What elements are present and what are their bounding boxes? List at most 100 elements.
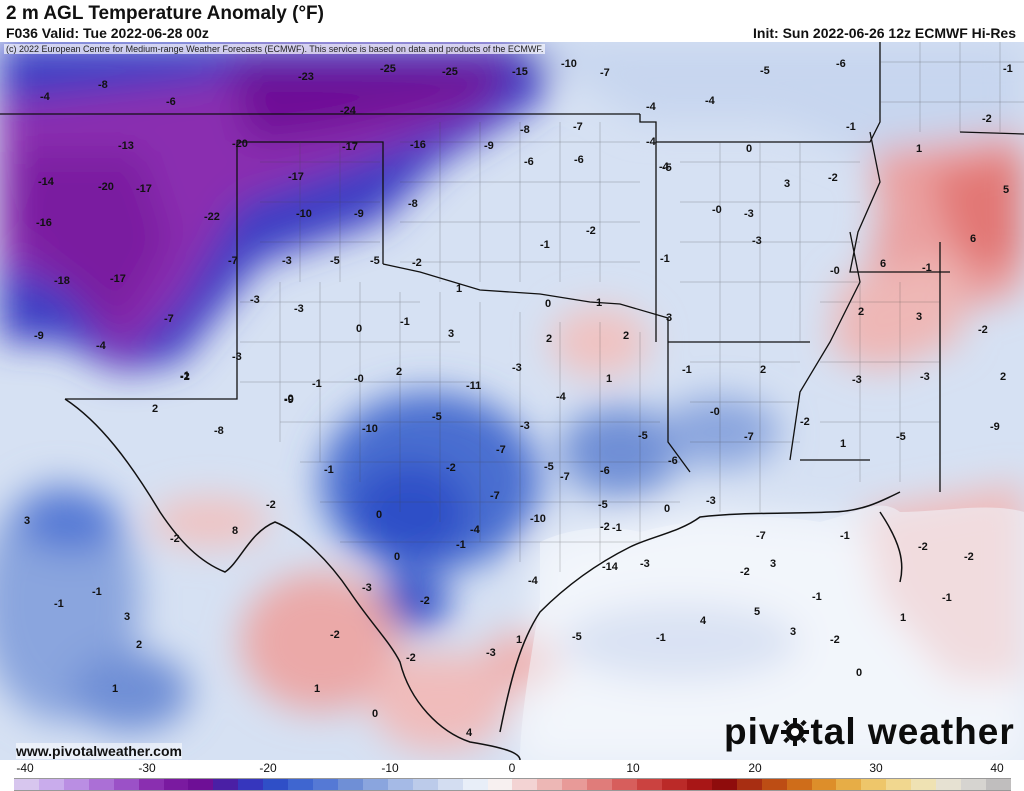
anomaly-value-label: 0: [376, 509, 382, 521]
anomaly-value-label: 5: [1003, 184, 1009, 196]
colorbar-swatch: [711, 779, 737, 790]
anomaly-value-label: 1: [112, 683, 118, 695]
init-time: Init: Sun 2022-06-26 12z ECMWF Hi-Res: [753, 25, 1016, 41]
anomaly-value-label: -6: [668, 455, 678, 467]
map-title: 2 m AGL Temperature Anomaly (°F): [6, 3, 324, 24]
colorbar-swatch: [886, 779, 912, 790]
anomaly-value-label: -17: [110, 273, 126, 285]
copyright-notice: (c) 2022 European Centre for Medium-rang…: [4, 44, 546, 54]
anomaly-value-label: -1: [400, 316, 410, 328]
anomaly-value-label: -17: [342, 141, 358, 153]
anomaly-value-label: -3: [512, 362, 522, 374]
anomaly-value-label: -4: [40, 91, 51, 103]
pivotal-weather-logo: piv tal weather: [724, 711, 1015, 753]
anomaly-value-label: 0: [394, 551, 400, 563]
anomaly-value-label: -3: [282, 255, 292, 267]
anomaly-value-label: -1: [54, 598, 64, 610]
colorbar: -40 -30 -20 -10 0 10 20 30 40: [0, 760, 1024, 791]
colorbar-swatch: [562, 779, 588, 790]
anomaly-value-label: 0: [664, 503, 670, 515]
anomaly-value-label: -9: [284, 394, 294, 406]
anomaly-value-label: 3: [770, 558, 776, 570]
anomaly-value-label: -4: [528, 575, 539, 587]
valid-time: F036 Valid: Tue 2022-06-28 00z: [6, 25, 209, 41]
county-lines: [240, 42, 1024, 572]
anomaly-value-label: -3: [486, 647, 496, 659]
anomaly-value-label: -2: [918, 541, 928, 553]
borders-coast: [64, 398, 903, 760]
anomaly-value-label: -6: [524, 156, 534, 168]
anomaly-value-label: -0: [284, 393, 294, 405]
anomaly-value-label: -1: [660, 253, 670, 265]
anomaly-value-label: -2: [830, 634, 840, 646]
anomaly-value-label: -3: [752, 235, 762, 247]
anomaly-value-label: -3: [520, 420, 530, 432]
anomaly-value-label: -24: [340, 105, 357, 117]
anomaly-value-label: -1: [456, 539, 466, 551]
anomaly-value-label: -0: [712, 204, 722, 216]
colorbar-swatch: [786, 779, 812, 790]
anomaly-value-label: -15: [512, 66, 528, 78]
colorbar-swatch: [238, 779, 264, 790]
anomaly-value-label: 0: [356, 323, 362, 335]
header-bar: 2 m AGL Temperature Anomaly (°F) F036 Va…: [0, 0, 1024, 42]
anomaly-value-label: 3: [784, 178, 790, 190]
anomaly-value-label: -10: [530, 513, 546, 525]
colorbar-swatch: [512, 779, 538, 790]
anomaly-value-label: -7: [573, 121, 583, 133]
anomaly-value-label: -4: [646, 101, 657, 113]
logo-text-pre: piv: [724, 711, 781, 752]
map-area[interactable]: -4 -8 -6 -23 -25 -25 -15 -10 -7 -5 -6 -4 -1 -24 -13 -20…: [0, 42, 1024, 760]
anomaly-value-label: -2: [740, 566, 750, 578]
anomaly-value-label: -1: [846, 121, 856, 133]
anomaly-values: -4-8-6-23-25 -25 -15-10-7 -5-6-4-1-24-13 -20…: [24, 58, 1013, 739]
anomaly-value-label: 1: [900, 612, 906, 624]
anomaly-value-label: -1: [1003, 63, 1013, 75]
colorbar-swatch: [861, 779, 887, 790]
anomaly-value-label: -1: [942, 592, 952, 604]
colorbar-swatch: [188, 779, 214, 790]
anomaly-value-label: -4: [556, 391, 567, 403]
anomaly-value-label: 0: [856, 667, 862, 679]
anomaly-value-label: -0: [354, 373, 364, 385]
anomaly-value-label: 1: [596, 297, 602, 309]
anomaly-value-label: -1: [540, 239, 550, 251]
colorbar-tick-label: 40: [990, 761, 1004, 775]
colorbar-tick-label: 30: [869, 761, 883, 775]
anomaly-value-label: -7: [228, 255, 238, 267]
anomaly-value-label: -20: [98, 181, 114, 193]
colorbar-swatch: [661, 779, 687, 790]
anomaly-value-label: -13: [118, 140, 134, 152]
anomaly-value-label: 6: [970, 233, 976, 245]
anomaly-value-label: -2: [964, 551, 974, 563]
colorbar-swatch: [138, 779, 164, 790]
anomaly-value-label: -1: [840, 530, 850, 542]
colorbar-swatch: [213, 779, 239, 790]
anomaly-value-label: -0: [830, 265, 840, 277]
colorbar-swatch: [686, 779, 712, 790]
anomaly-value-label: 1: [314, 683, 320, 695]
anomaly-value-label: -2: [978, 324, 988, 336]
colorbar-tick-label: 20: [748, 761, 762, 775]
anomaly-value-label: -10: [362, 423, 378, 435]
anomaly-value-label: -7: [744, 431, 754, 443]
colorbar-swatch: [288, 779, 314, 790]
website-link[interactable]: www.pivotalweather.com: [16, 743, 182, 759]
colorbar-swatch: [811, 779, 837, 790]
anomaly-value-label: 2: [1000, 371, 1006, 383]
anomaly-value-label: 3: [790, 626, 796, 638]
anomaly-value-label: 2: [152, 403, 158, 415]
anomaly-value-label: 1: [606, 373, 612, 385]
anomaly-value-label: -3: [640, 558, 650, 570]
anomaly-value-label: 3: [666, 312, 672, 324]
anomaly-value-label: -2: [982, 113, 992, 125]
anomaly-value-label: -2: [600, 521, 610, 533]
anomaly-value-label: -0: [710, 406, 720, 418]
colorbar-ticks: -40 -30 -20 -10 0 10 20 30 40: [0, 760, 1024, 776]
anomaly-value-label: -2: [330, 629, 340, 641]
gear-icon: [781, 718, 810, 746]
anomaly-value-label: -1: [612, 522, 622, 534]
anomaly-value-label: -4: [96, 340, 107, 352]
anomaly-value-label: -6: [574, 154, 584, 166]
colorbar-swatch: [437, 779, 463, 790]
